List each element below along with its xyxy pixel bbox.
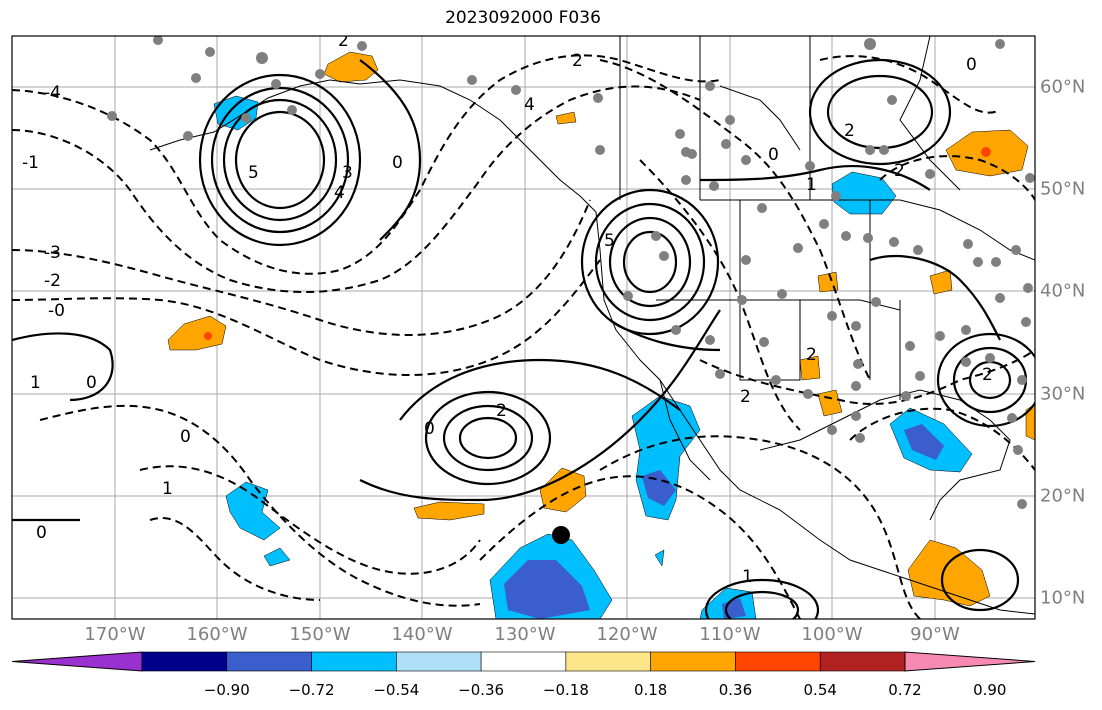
contour-label: 4 [524, 95, 535, 115]
contour-label: 3 [342, 163, 353, 183]
contour-label: 0 [180, 427, 191, 447]
contour-label: 5 [248, 163, 259, 183]
contour-label: 0 [424, 419, 435, 439]
colorbar-tick-label: 0.36 [718, 681, 753, 699]
colorbar-bin [735, 651, 821, 672]
lon-label: 90°W [910, 624, 960, 645]
contour-label: 1 [806, 175, 817, 195]
anomaly-orange-mid [413, 501, 485, 521]
contour-label: 2 [806, 345, 817, 365]
graticule [12, 36, 1035, 619]
contour-label: 0 [86, 373, 97, 393]
contour-label: 1 [162, 479, 173, 499]
map-frame [11, 35, 1036, 620]
colorbar-bin [650, 651, 736, 672]
lat-label: 10°N [1040, 587, 1086, 609]
lat-label: 30°N [1040, 383, 1086, 405]
colorbar-tick-label: −0.36 [458, 681, 505, 699]
positive-contours [12, 58, 1035, 619]
contour-label: 2 [338, 31, 349, 51]
colorbar-tick-label: −0.72 [288, 681, 335, 699]
plot-title: 2023092000 F036 [445, 8, 601, 28]
colorbar [11, 651, 1036, 672]
colorbar-bin [819, 651, 906, 672]
lon-label: 110°W [699, 624, 761, 645]
anomaly-orange-central-am [907, 539, 991, 607]
contour-label: -0 [48, 301, 65, 321]
contour-label: -4 [44, 83, 61, 103]
contour-label: -2 [44, 271, 61, 291]
colorbar-tick-label: 0.18 [633, 681, 668, 699]
anomaly-orange-alaska [323, 51, 379, 83]
negative-contours [12, 54, 1035, 619]
colorbar-tick-label: 0.54 [803, 681, 837, 699]
contour-label: 0 [966, 55, 977, 75]
contour-label: 0 [768, 145, 779, 165]
contour-label: 1 [30, 373, 41, 393]
lon-label: 130°W [494, 624, 556, 645]
contour-label: 2 [982, 365, 993, 385]
contour-label: 2 [844, 121, 855, 141]
colorbar-extend-high [904, 651, 1036, 672]
storm-marker [552, 526, 570, 544]
anomaly-blue-greatlakes [831, 171, 897, 215]
contour-label: 0 [36, 523, 47, 543]
contour-label: -1 [22, 153, 39, 173]
colorbar-bin [480, 651, 567, 672]
contour-label: 2 [894, 161, 905, 181]
contour-labels: 2 3 4 5 0 -4 -3 -2 -0 -1 1 4 5 2 2 0 0 0… [22, 31, 993, 587]
colorbar-tick-label: −0.54 [373, 681, 420, 699]
anomaly-blue-pacific-sw [225, 481, 281, 541]
lon-label: 170°W [84, 624, 146, 645]
colorbar-bin [396, 651, 482, 672]
colorbar-bin [226, 651, 312, 672]
contour-label: 2 [496, 401, 507, 421]
colorbar-extend-low [11, 651, 143, 672]
contour-label: -3 [44, 243, 61, 263]
contour-label: 4 [334, 183, 345, 203]
colorbar-tick-label: −0.18 [542, 681, 589, 699]
anomaly-orange-east [539, 467, 587, 513]
colorbar-tick-label: −0.90 [203, 681, 250, 699]
lat-label: 50°N [1040, 178, 1086, 200]
lat-label: 20°N [1040, 485, 1086, 507]
colorbar-tick-label: 0.90 [973, 681, 1007, 699]
contour-label: 0 [392, 153, 403, 173]
shaded-anomalies [167, 51, 1035, 619]
colorbar-tick-label: 0.72 [888, 681, 922, 699]
lat-label: 60°N [1040, 76, 1086, 98]
contour-label: 1 [742, 567, 753, 587]
colorbar-bin [141, 651, 228, 672]
lat-label: 40°N [1040, 280, 1086, 302]
colorbar-bin [565, 651, 651, 672]
lon-label: 160°W [186, 624, 248, 645]
lon-label: 150°W [289, 624, 351, 645]
lon-label: 100°W [801, 624, 863, 645]
contour-label: 5 [604, 231, 615, 251]
station-dots [107, 36, 1035, 509]
contour-label: 2 [572, 51, 583, 71]
lon-label: 120°W [596, 624, 658, 645]
colorbar-bin [311, 651, 397, 672]
lon-label: 140°W [391, 624, 453, 645]
anomaly-orange-pacific [167, 315, 227, 351]
coastlines [149, 36, 1035, 615]
contour-label: 2 [740, 387, 751, 407]
